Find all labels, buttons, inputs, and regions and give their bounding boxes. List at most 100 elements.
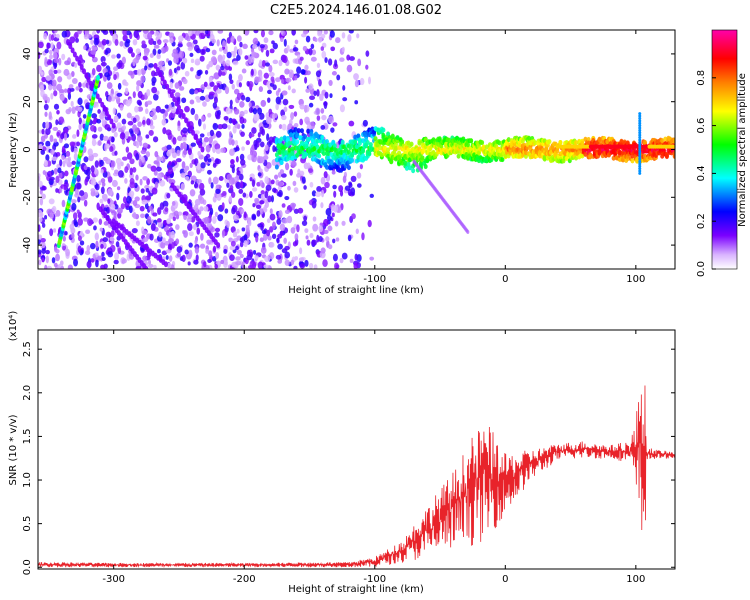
heatmap-cell: [317, 153, 322, 159]
heatmap-cell: [230, 191, 236, 198]
heatmap-cell: [211, 49, 217, 56]
heatmap-cell: [293, 111, 298, 117]
heatmap-cell: [181, 136, 187, 142]
heatmap-cell: [90, 165, 95, 173]
heatmap-cell: [100, 55, 106, 63]
heatmap-cell: [672, 137, 675, 143]
heatmap-cell: [228, 131, 233, 138]
heatmap-cell: [116, 207, 123, 215]
heatmap-cell: [230, 159, 235, 165]
heatmap-cell: [261, 229, 267, 235]
heatmap-cell: [137, 106, 144, 112]
heatmap-cell: [325, 236, 330, 242]
heatmap-cell: [241, 208, 245, 214]
heatmap-cell: [91, 46, 98, 51]
heatmap-cell: [110, 96, 116, 102]
heatmap-cell: [314, 37, 318, 42]
heatmap-cell: [222, 54, 226, 61]
heatmap-cell: [165, 255, 169, 260]
heatmap-cell: [252, 37, 259, 45]
heatmap-cell: [332, 122, 338, 127]
heatmap-cell: [284, 150, 289, 156]
heatmap-cell: [40, 71, 44, 76]
heatmap-cell: [267, 89, 272, 95]
heatmap-cell: [194, 61, 201, 66]
heatmap-cell: [231, 166, 235, 174]
heatmap-cell: [149, 111, 155, 117]
heatmap-cell: [340, 160, 345, 166]
heatmap-cell: [84, 30, 88, 36]
heatmap-cell: [583, 151, 588, 157]
heatmap-cell: [338, 185, 344, 193]
heatmap-cell: [308, 168, 314, 174]
heatmap-cell: [299, 128, 304, 134]
heatmap-cell: [279, 169, 285, 175]
spectrogram-panel: -300 -200 -100 0 100 40 20 0 -20 -40 Height of st…: [8, 29, 676, 296]
heatmap-cell: [132, 91, 136, 99]
heatmap-cell: [146, 178, 150, 186]
heatmap-cell: [253, 113, 260, 122]
heatmap-cell: [134, 196, 140, 202]
snr-frame: [37, 329, 676, 570]
heatmap-cell: [195, 96, 201, 101]
heatmap-cell: [284, 68, 290, 75]
heatmap-cell: [140, 188, 145, 194]
heatmap-cell: [472, 152, 477, 158]
heatmap-cell: [274, 174, 279, 180]
heatmap-cell: [209, 207, 214, 216]
heatmap-cell: [208, 136, 213, 144]
heatmap-cell: [83, 199, 88, 207]
heatmap-cell: [117, 247, 122, 255]
heatmap-cell: [260, 30, 265, 38]
heatmap-cell: [235, 156, 239, 163]
heatmap-cell: [212, 216, 217, 224]
heatmap-cell: [342, 97, 348, 102]
heatmap-cell: [555, 148, 560, 154]
heatmap-cell: [226, 37, 231, 44]
heatmap-cell: [124, 81, 129, 87]
heatmap-cell: [176, 252, 181, 258]
heatmap-cell: [246, 80, 250, 87]
heatmap-cell: [96, 74, 101, 81]
heatmap-cell: [220, 65, 225, 71]
heatmap-cell: [238, 197, 244, 206]
heatmap-cell: [293, 265, 298, 269]
heatmap-cell: [309, 233, 314, 239]
heatmap-cell: [638, 116, 642, 120]
heatmap-cell: [176, 149, 181, 157]
heatmap-cell: [73, 152, 78, 161]
heatmap-cell: [221, 202, 225, 210]
heatmap-cell: [538, 153, 543, 159]
heatmap-cell: [469, 138, 474, 144]
heatmap-cell: [76, 141, 81, 147]
heatmap-cell: [209, 81, 215, 87]
heatmap-cell: [39, 241, 46, 249]
heatmap-cell: [382, 145, 387, 151]
heatmap-cell: [638, 140, 642, 144]
heatmap-cell: [77, 235, 82, 242]
heatmap-cell: [356, 33, 360, 39]
heatmap-cell: [367, 150, 372, 156]
heatmap-cell: [94, 160, 99, 168]
heatmap-cell: [193, 259, 199, 265]
heatmap-cell: [356, 133, 361, 139]
heatmap-cell: [283, 237, 287, 244]
heatmap-cell: [239, 237, 244, 243]
heatmap-cell: [523, 153, 528, 159]
heatmap-cell: [70, 144, 75, 153]
heatmap-cell: [194, 30, 201, 36]
heatmap-cell: [235, 146, 240, 152]
heatmap-cell: [315, 191, 322, 198]
heatmap-cell: [55, 119, 59, 126]
heatmap-cell: [268, 64, 273, 73]
snr-xtick-label: -100: [363, 574, 386, 585]
heatmap-cell: [91, 113, 98, 119]
heatmap-cell: [638, 128, 642, 132]
heatmap-cell: [90, 125, 96, 132]
heatmap-cell: [132, 167, 137, 173]
heatmap-cell: [326, 151, 331, 157]
heatmap-cell: [237, 124, 241, 130]
heatmap-cell: [238, 74, 243, 82]
heatmap-cell: [223, 260, 228, 269]
heatmap-cell: [64, 127, 69, 134]
